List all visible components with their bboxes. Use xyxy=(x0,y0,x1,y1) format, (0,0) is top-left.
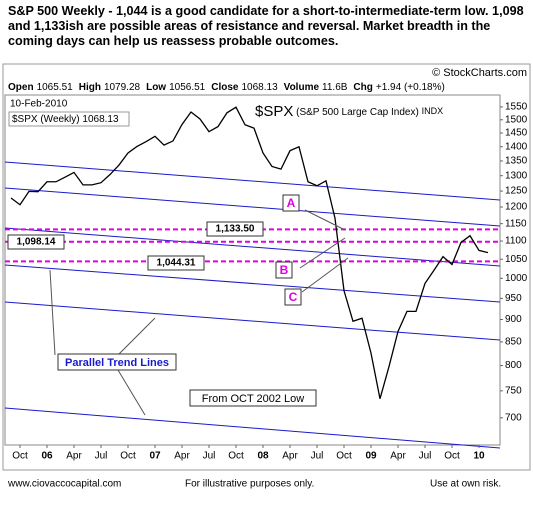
y-tick-label: 800 xyxy=(505,360,522,371)
x-tick-label: Jul xyxy=(311,451,324,462)
x-tick-label: 09 xyxy=(365,451,377,462)
info-text: Open 1065.51 High 1079.28 Low 1056.51 Close 106… xyxy=(8,82,445,93)
x-tick-label: Oct xyxy=(12,451,28,462)
y-tick-label: 700 xyxy=(505,412,522,423)
x-tick-label: Apr xyxy=(66,451,82,462)
y-tick-label: 1100 xyxy=(505,236,527,247)
arrow xyxy=(117,317,156,356)
title: (S&P 500 Large Cap Index) xyxy=(296,107,419,118)
annotations: A B C Parallel Trend Lines From OCT 2002… xyxy=(49,194,349,416)
x-tick-label: Jul xyxy=(419,451,432,462)
x-tick-label: 06 xyxy=(41,451,53,462)
arrow xyxy=(299,237,346,269)
info-value: 1065.51 xyxy=(37,82,74,93)
info-label: Low xyxy=(146,82,166,93)
y-tick-label: 1350 xyxy=(505,156,528,167)
y-tick-label: 1450 xyxy=(505,128,528,139)
y-tick-label: 950 xyxy=(505,293,522,304)
y-tick-label: 1500 xyxy=(505,114,528,125)
level-label: 1,044.31 xyxy=(157,258,196,269)
level-box xyxy=(7,234,65,250)
y-tick-label: 900 xyxy=(505,314,522,325)
info-label: Volume xyxy=(284,82,320,93)
chart-title: $SPX (S&P 500 Large Cap Index) INDX xyxy=(255,103,443,120)
legend: $SPX (Weekly) 1068.13 xyxy=(12,114,119,125)
y-tick-label: 1050 xyxy=(505,254,528,265)
trend-line xyxy=(4,187,501,227)
x-tick-label: 08 xyxy=(257,451,269,462)
x-tick-label: Jul xyxy=(95,451,108,462)
date: 10-Feb-2010 xyxy=(10,99,68,110)
legend-box xyxy=(8,111,130,127)
price-line xyxy=(10,106,489,399)
y-tick-label: 1000 xyxy=(505,273,528,284)
label-box xyxy=(275,261,293,279)
y-tick-label: 1550 xyxy=(505,102,528,113)
annotation: Parallel Trend Lines xyxy=(65,357,169,369)
arrow xyxy=(301,257,349,293)
label-box xyxy=(282,194,300,212)
footer-left: www.ciovaccocapital.com xyxy=(7,479,121,490)
trend-line xyxy=(4,301,501,341)
y-tick-label: 1150 xyxy=(505,218,527,229)
info-label: Open xyxy=(8,82,34,93)
label-box xyxy=(57,353,177,371)
headline: S&P 500 Weekly - 1,044 is a good candida… xyxy=(8,4,524,48)
x-tick-label: Oct xyxy=(120,451,136,462)
trend-line xyxy=(4,264,501,303)
y-tick-label: 850 xyxy=(505,337,522,348)
annotation: From OCT 2002 Low xyxy=(202,393,305,405)
label-box xyxy=(189,389,317,407)
y-tick-label: 1300 xyxy=(505,170,528,181)
y-tick-label: 1200 xyxy=(505,202,528,213)
level-label: 1,133.50 xyxy=(216,224,255,235)
arrow xyxy=(49,269,56,356)
info-line: Open 1065.51 High 1079.28 Low 1056.51 Close 106… xyxy=(8,82,445,93)
y-tick-label: 1400 xyxy=(505,141,528,152)
legend-value: 1068.13 xyxy=(82,114,119,125)
annotation: B xyxy=(280,263,289,277)
info-value: 1068.13 xyxy=(241,82,278,93)
annotation: A xyxy=(287,196,296,210)
info-label: Close xyxy=(211,82,239,93)
x-tick-label: Jul xyxy=(203,451,216,462)
x-tick-label: 07 xyxy=(149,451,161,462)
plot-frame xyxy=(4,94,501,446)
footer-center: For illustrative purposes only. xyxy=(185,479,314,490)
info-label: Chg xyxy=(353,82,372,93)
outer-frame xyxy=(2,63,531,471)
trend-lines xyxy=(4,161,501,449)
label-box xyxy=(284,288,302,306)
exchange: INDX xyxy=(422,106,444,116)
trend-line xyxy=(4,227,501,267)
legend-name: $SPX (Weekly) xyxy=(12,114,80,125)
arrow xyxy=(304,209,346,231)
x-tick-label: 10 xyxy=(473,451,485,462)
annotation: C xyxy=(289,290,298,304)
arrow xyxy=(117,369,146,416)
info-label: High xyxy=(79,82,101,93)
symbol: $SPX xyxy=(255,103,293,120)
x-tick-label: Oct xyxy=(444,451,460,462)
trend-line xyxy=(4,161,501,201)
footer-right: Use at own risk. xyxy=(430,479,501,490)
x-tick-label: Apr xyxy=(282,451,298,462)
info-value: +1.94 (+0.18%) xyxy=(376,82,445,93)
x-tick-label: Oct xyxy=(336,451,352,462)
x-tick-label: Oct xyxy=(228,451,244,462)
y-tick-label: 750 xyxy=(505,385,522,396)
info-value: 1056.51 xyxy=(169,82,206,93)
y-tick-label: 1250 xyxy=(505,186,528,197)
level-label: 1,098.14 xyxy=(17,237,56,248)
info-value: 11.6B xyxy=(322,82,348,93)
x-tick-label: Apr xyxy=(390,451,406,462)
source: © StockCharts.com xyxy=(432,67,527,79)
trend-line xyxy=(4,407,501,449)
level-box xyxy=(206,221,264,237)
info-value: 1079.28 xyxy=(104,82,141,93)
level-box xyxy=(147,255,205,271)
x-tick-label: Apr xyxy=(174,451,190,462)
